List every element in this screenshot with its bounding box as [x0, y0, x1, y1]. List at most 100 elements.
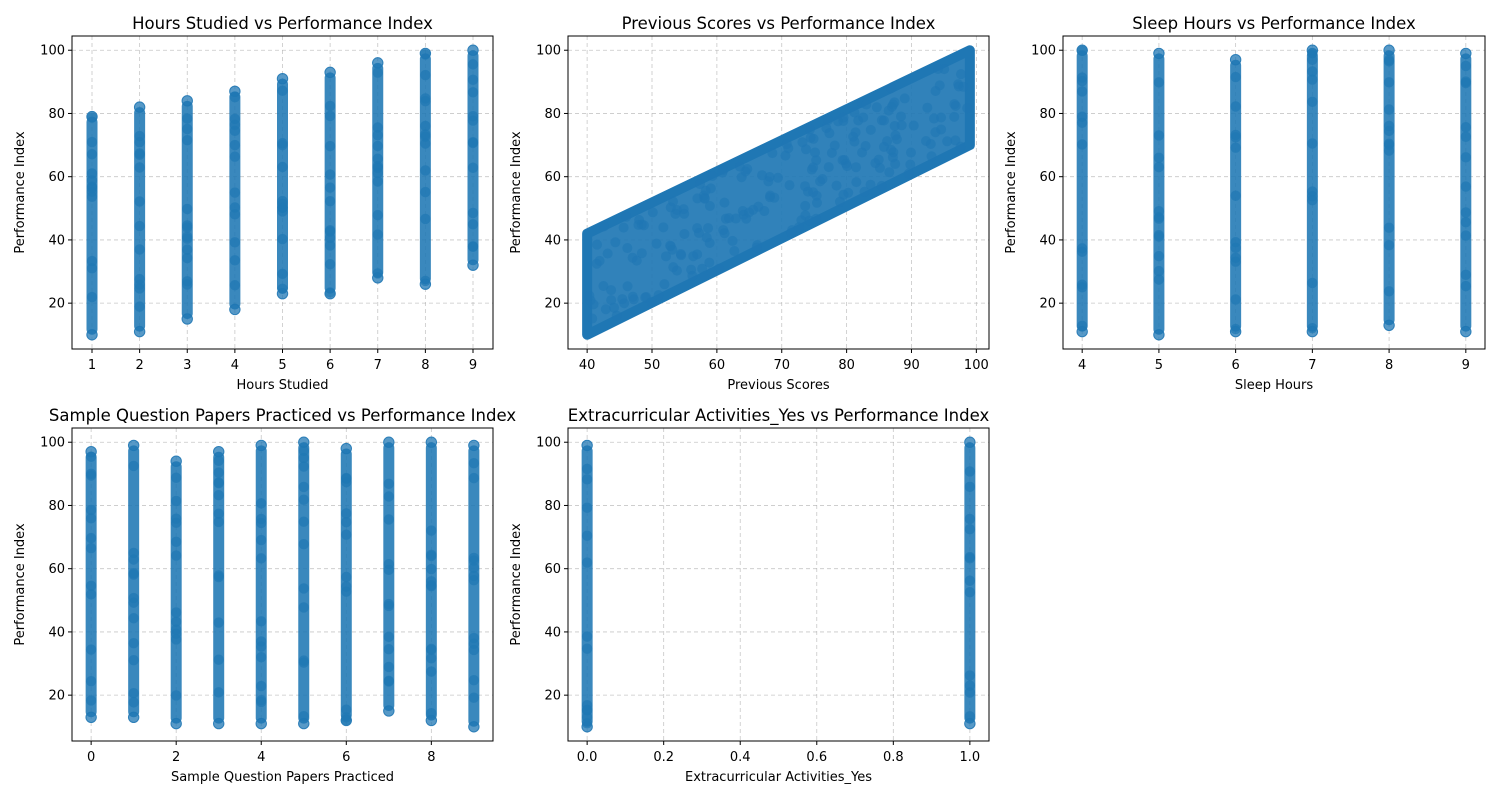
data-point — [340, 442, 352, 455]
data-point — [255, 717, 267, 730]
chart-panel-2: 40 50 60 70 80 90 100 20 40 60 80 100 Previous Score… — [509, 14, 990, 393]
data-point — [229, 139, 241, 151]
data-point — [1307, 138, 1318, 149]
data-point — [383, 514, 395, 525]
data-point — [826, 147, 837, 158]
data-point — [468, 439, 480, 452]
data-point — [890, 130, 901, 141]
data-point — [420, 186, 431, 198]
data-point — [324, 140, 336, 152]
data-point — [170, 495, 182, 507]
data-point — [426, 549, 437, 561]
data-point — [964, 680, 976, 691]
data-point — [128, 460, 139, 472]
y-tick-label: 20 — [544, 297, 561, 312]
data-point — [134, 301, 145, 312]
data-point — [784, 180, 795, 191]
data-point — [255, 439, 267, 452]
data-point — [964, 711, 976, 722]
data-point — [467, 136, 479, 148]
x-tick-label: 4 — [257, 750, 265, 765]
data-stripe-5 — [1153, 53, 1165, 335]
x-tick-label: 0 — [87, 750, 95, 765]
data-point — [298, 445, 309, 456]
data-point — [85, 451, 97, 462]
data-point — [128, 592, 139, 604]
y-tick-label: 60 — [48, 562, 65, 577]
data-point — [86, 136, 98, 148]
data-point — [763, 176, 774, 187]
data-point — [581, 530, 593, 541]
data-point — [703, 223, 714, 234]
data-point — [598, 280, 609, 291]
data-point — [964, 575, 976, 586]
data-point — [653, 290, 664, 301]
y-tick-label: 60 — [1039, 170, 1056, 185]
data-point — [1460, 131, 1472, 142]
data-point — [1230, 101, 1241, 112]
data-point — [372, 140, 383, 152]
data-point — [229, 303, 241, 316]
data-point — [638, 220, 649, 231]
data-point — [256, 696, 267, 708]
data-point — [581, 631, 593, 642]
data-point — [128, 655, 139, 666]
y-tick-label: 100 — [40, 436, 65, 451]
x-tick-label: 0.2 — [653, 750, 674, 765]
data-point — [964, 513, 976, 525]
y-tick-label: 80 — [48, 499, 65, 514]
data-point — [170, 472, 182, 483]
data-point — [753, 201, 764, 212]
data-point — [658, 222, 669, 233]
data-point — [793, 222, 804, 233]
data-point — [627, 291, 638, 302]
data-point — [964, 553, 976, 564]
data-point — [699, 192, 710, 203]
data-point — [858, 112, 869, 123]
x-tick-label: 80 — [838, 358, 855, 373]
data-point — [849, 107, 860, 118]
data-point — [1307, 277, 1318, 289]
data-point — [277, 138, 288, 149]
data-point — [467, 219, 479, 230]
y-axis-label: Performance Index — [509, 131, 524, 254]
data-point — [383, 478, 395, 490]
data-point — [85, 589, 97, 600]
data-point — [213, 617, 224, 628]
data-point — [926, 151, 937, 162]
data-point — [729, 246, 740, 257]
data-point — [873, 154, 884, 165]
data-point — [181, 313, 193, 325]
data-point — [468, 574, 480, 586]
data-point — [1383, 120, 1395, 132]
data-point — [800, 200, 811, 211]
data-point — [1460, 325, 1472, 338]
data-point — [949, 99, 960, 110]
x-tick-label: 0.8 — [883, 750, 904, 765]
data-point — [857, 147, 868, 158]
plot-frame — [567, 35, 990, 350]
data-point — [170, 513, 182, 524]
data-point — [256, 680, 267, 692]
data-point — [769, 192, 780, 203]
data-point — [341, 529, 352, 540]
data-point — [86, 329, 98, 341]
data-point — [958, 81, 969, 92]
data-point — [229, 92, 241, 103]
data-point — [182, 113, 193, 124]
x-tick-label: 7 — [374, 358, 382, 373]
data-point — [1383, 44, 1395, 56]
data-point — [277, 161, 288, 173]
x-tick-label: 6 — [326, 358, 334, 373]
data-point — [372, 129, 383, 141]
data-point — [324, 110, 336, 122]
data-point — [1383, 77, 1395, 88]
data-point — [622, 281, 633, 292]
data-point — [1460, 122, 1472, 133]
data-point — [85, 711, 97, 723]
y-tick-label: 60 — [544, 562, 561, 577]
data-point — [170, 607, 182, 618]
data-point — [182, 252, 193, 264]
data-point — [581, 557, 593, 568]
data-point — [594, 255, 605, 266]
